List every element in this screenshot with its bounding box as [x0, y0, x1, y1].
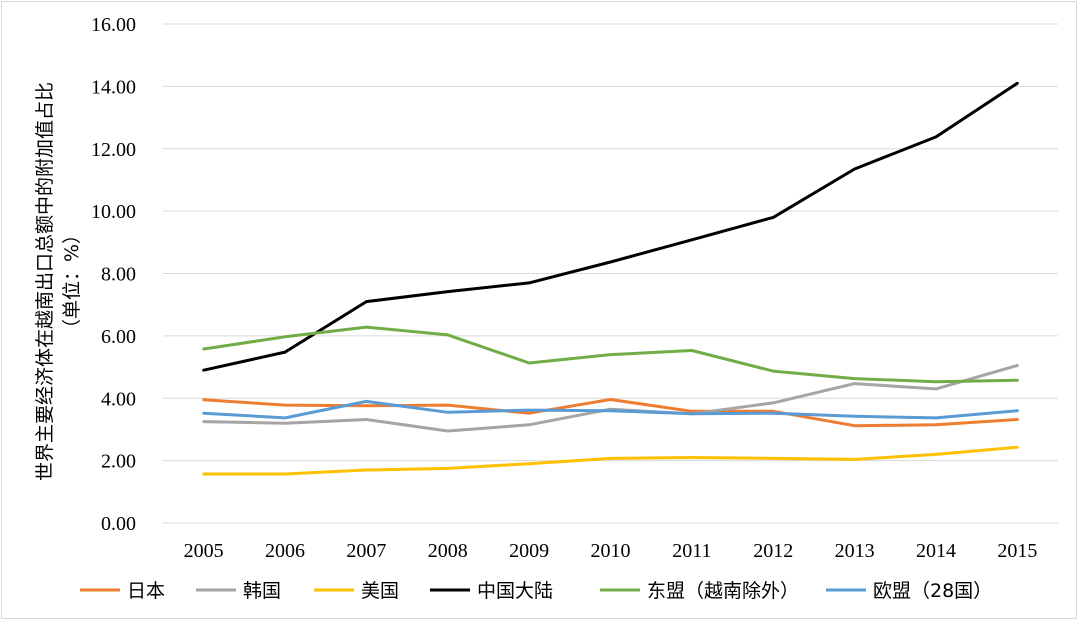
y-tick-label: 12.00: [91, 139, 136, 161]
legend: 日本 韩国 美国 中国大陆 东盟（越南除外） 欧盟（28国）: [80, 580, 992, 602]
x-tick-label: 2005: [184, 540, 224, 562]
x-axis-tick-labels: 2005 2006 2007 2008 2009 2010 2011 2012 2013 2014…: [184, 540, 1038, 562]
series-lines: [202, 81, 1019, 476]
y-axis-label: 世界主要经济体在越南出口总额中的附加值占比 （单位：%）: [34, 82, 83, 481]
x-tick-label: 2007: [346, 540, 386, 562]
series-line-5: [202, 325, 1019, 384]
y-tick-label: 6.00: [101, 326, 136, 348]
x-tick-label: 2008: [428, 540, 468, 562]
legend-label-6: 欧盟（28国）: [873, 580, 992, 602]
legend-label-3: 美国: [361, 580, 399, 602]
y-axis-label-line-2: （单位：%）: [61, 225, 83, 338]
x-tick-label: 2009: [509, 540, 549, 562]
y-tick-label: 8.00: [101, 264, 136, 286]
x-tick-label: 2015: [997, 540, 1037, 562]
y-axis-label-line-1: 世界主要经济体在越南出口总额中的附加值占比: [34, 82, 56, 481]
y-tick-label: 10.00: [91, 201, 136, 223]
y-tick-label: 16.00: [91, 14, 136, 36]
legend-label-5: 东盟（越南除外）: [647, 580, 799, 602]
y-axis-tick-labels: 0.00 2.00 4.00 6.00 8.00 10.00 12.00 14.00 16.00: [91, 14, 136, 535]
y-tick-label: 0.00: [101, 513, 136, 535]
series-line-3: [202, 445, 1019, 476]
legend-label-4: 中国大陆: [477, 580, 553, 602]
series-line-4: [202, 81, 1019, 372]
legend-label-1: 日本: [127, 580, 165, 602]
y-tick-label: 4.00: [101, 388, 136, 410]
legend-label-2: 韩国: [243, 580, 281, 602]
x-tick-label: 2014: [916, 540, 956, 562]
y-tick-label: 2.00: [101, 451, 136, 473]
x-tick-label: 2010: [591, 540, 631, 562]
series-line-6: [202, 399, 1019, 420]
x-tick-label: 2006: [265, 540, 305, 562]
x-tick-label: 2012: [753, 540, 793, 562]
x-tick-label: 2013: [835, 540, 875, 562]
x-tick-label: 2011: [672, 540, 711, 562]
gridlines: [163, 23, 1058, 524]
y-tick-label: 14.00: [91, 76, 136, 98]
